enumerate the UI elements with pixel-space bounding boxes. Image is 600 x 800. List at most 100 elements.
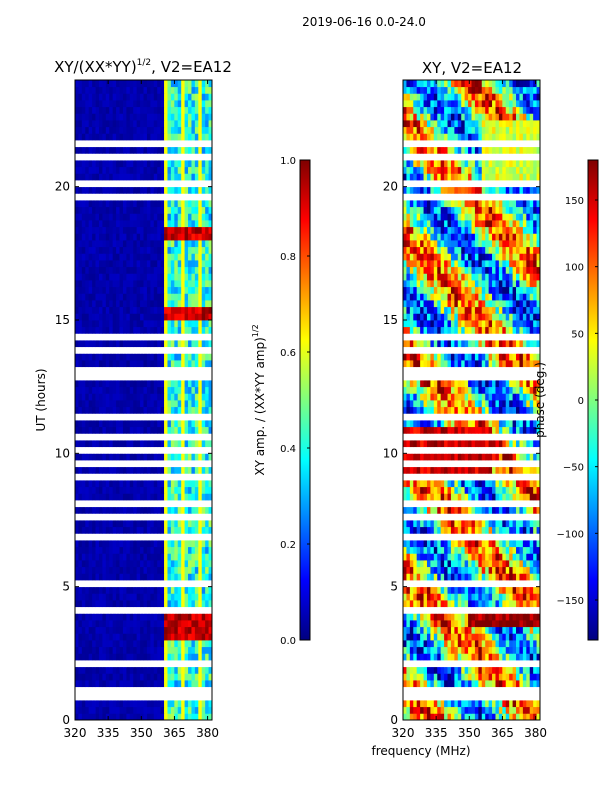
heatmap-cell (112, 540, 117, 548)
heatmap-cell (205, 386, 209, 394)
heatmap-cell (119, 700, 124, 708)
heatmap-cell (119, 646, 124, 654)
heatmap-cell (136, 200, 141, 208)
heatmap-cell (505, 660, 510, 668)
heatmap-cell (444, 640, 448, 648)
heatmap-cell (188, 306, 192, 314)
heatmap-cell (109, 186, 114, 194)
heatmap-cell (136, 673, 141, 681)
heatmap-cell (447, 666, 452, 674)
heatmap-cell (75, 286, 79, 294)
heatmap-cell (164, 240, 168, 248)
heatmap-cell (102, 320, 107, 328)
heatmap-cell (426, 606, 431, 614)
heatmap-cell (146, 620, 151, 628)
heatmap-cell (167, 666, 172, 674)
heatmap-cell (150, 306, 155, 314)
heatmap-cell (143, 460, 148, 468)
heatmap-cell (112, 280, 117, 288)
heatmap-cell (188, 300, 192, 308)
heatmap-cell (164, 560, 168, 568)
heatmap-cell (164, 693, 168, 701)
colorbar-tick-label: 0.0 (280, 636, 296, 647)
heatmap-cell (177, 713, 182, 721)
heatmap-cell (136, 706, 141, 714)
heatmap-cell (122, 340, 127, 348)
heatmap-cell (420, 613, 424, 621)
heatmap-cell (170, 620, 175, 628)
heatmap-cell (75, 393, 79, 401)
heatmap-cell (433, 633, 438, 641)
heatmap-cell (426, 560, 431, 568)
heatmap-cell (150, 500, 155, 508)
heatmap-cell (136, 526, 141, 534)
heatmap-cell (129, 293, 134, 301)
heatmap-cell (119, 80, 124, 88)
heatmap-cell (522, 686, 527, 694)
heatmap-cell (85, 260, 90, 268)
heatmap-cell (194, 293, 199, 301)
heatmap-cell (533, 600, 537, 608)
heatmap-cell (95, 553, 100, 561)
heatmap-cell (95, 213, 100, 221)
heatmap-cell (126, 446, 131, 454)
heatmap-cell (150, 233, 155, 241)
heatmap-cell (457, 646, 462, 654)
heatmap-cell (129, 340, 134, 348)
heatmap-cell (116, 180, 120, 188)
heatmap-cell (423, 626, 428, 634)
heatmap-cell (116, 626, 120, 634)
heatmap-cell (201, 580, 206, 588)
heatmap-cell (112, 440, 117, 448)
heatmap-cell (112, 593, 117, 601)
heatmap-cell (119, 546, 124, 554)
heatmap-cell (188, 626, 192, 634)
heatmap-cell (81, 306, 86, 314)
heatmap-cell (92, 160, 96, 168)
heatmap-cell (153, 700, 158, 708)
heatmap-cell (136, 293, 141, 301)
heatmap-cell (413, 533, 418, 541)
heatmap-cell (457, 653, 462, 661)
heatmap-cell (437, 660, 442, 668)
heatmap-cell (116, 666, 120, 674)
heatmap-cell (75, 460, 79, 468)
heatmap-cell (88, 220, 93, 228)
heatmap-cell (413, 620, 418, 628)
heatmap-cell (116, 613, 120, 621)
heatmap-cell (413, 680, 418, 688)
heatmap-cell (160, 286, 165, 294)
heatmap-cell (136, 686, 141, 694)
heatmap-cell (533, 640, 537, 648)
heatmap-cell (143, 713, 148, 721)
heatmap-cell (122, 660, 127, 668)
heatmap-cell (153, 240, 158, 248)
heatmap-cell (153, 546, 158, 554)
heatmap-cell (116, 493, 120, 501)
heatmap-cell (81, 293, 86, 301)
heatmap-cell (430, 613, 435, 621)
heatmap-cell (454, 653, 459, 661)
heatmap-cell (116, 546, 120, 554)
heatmap-cell (450, 546, 455, 554)
heatmap-cell (146, 680, 151, 688)
heatmap-cell (136, 660, 141, 668)
heatmap-cell (426, 706, 431, 714)
heatmap-cell (409, 653, 414, 661)
heatmap-cell (146, 106, 151, 114)
heatmap-cell (488, 640, 493, 648)
heatmap-cell (98, 540, 103, 548)
heatmap-cell (136, 126, 141, 134)
heatmap-cell (126, 206, 131, 214)
heatmap-cell (201, 693, 206, 701)
heatmap-cell (109, 600, 114, 608)
heatmap-cell (450, 680, 455, 688)
heatmap-cell (468, 633, 472, 641)
heatmap-cell (78, 93, 83, 101)
heatmap-cell (184, 560, 189, 568)
heatmap-cell (116, 680, 120, 688)
heatmap-cell (136, 540, 141, 548)
heatmap-cell (188, 313, 192, 321)
heatmap-cell (126, 86, 131, 94)
heatmap-cell (447, 573, 452, 581)
